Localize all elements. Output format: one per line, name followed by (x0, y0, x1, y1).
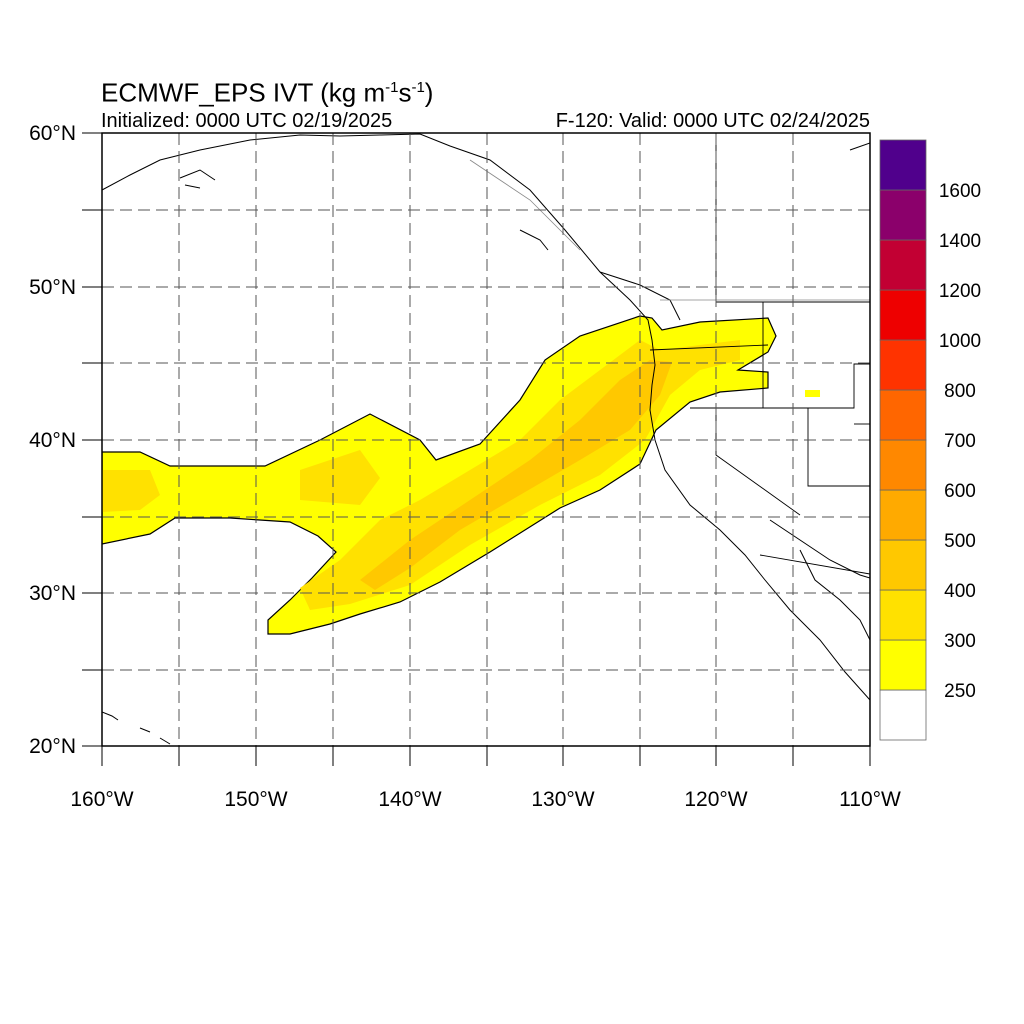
lat-label-50: 50°N (29, 276, 76, 299)
lon-label-160w: 160°W (70, 788, 133, 811)
colorbar-label: 1400 (939, 231, 981, 252)
colorbar-swatch (879, 689, 927, 741)
colorbar-swatch (879, 439, 927, 491)
colorbar-label: 700 (944, 431, 976, 452)
lat-label-60: 60°N (29, 122, 76, 145)
lon-label-150w: 150°W (224, 788, 287, 811)
lat-lon-grid (102, 133, 870, 746)
coastlines (102, 133, 870, 745)
lon-label-110w: 110°W (839, 788, 901, 811)
colorbar-label: 300 (944, 631, 976, 652)
colorbar-swatch (879, 589, 927, 641)
valid-time-label: F-120: Valid: 0000 UTC 02/24/2025 (555, 110, 870, 132)
colorbar-swatch (879, 639, 927, 691)
colorbar-label: 1600 (939, 181, 981, 202)
chart-title: ECMWF_EPS IVT (kg m-1s-1) (101, 77, 434, 108)
colorbar-swatch (879, 539, 927, 591)
colorbar-swatch (879, 189, 927, 241)
colorbar-swatch (879, 289, 927, 341)
axis-ticks (82, 132, 871, 766)
ivt-400-500-core (360, 360, 672, 590)
colorbar-label: 1000 (939, 331, 981, 352)
colorbar-swatch (879, 489, 927, 541)
lat-label-40: 40°N (29, 429, 76, 452)
colorbar-label: 400 (944, 581, 976, 602)
initialized-label: Initialized: 0000 UTC 02/19/2025 (101, 110, 393, 132)
lon-label-140w: 140°W (378, 788, 441, 811)
ivt-inland-patch (805, 390, 820, 397)
lat-label-20: 20°N (29, 735, 76, 758)
colorbar-label: 800 (944, 381, 976, 402)
colorbar-label: 500 (944, 531, 976, 552)
lon-label-130w: 130°W (531, 788, 594, 811)
colorbar-label: 1200 (939, 281, 981, 302)
lon-label-120w: 120°W (684, 788, 747, 811)
colorbar-swatch (879, 339, 927, 391)
colorbar-swatch (879, 389, 927, 441)
colorbar-swatch (879, 239, 927, 291)
colorbar-label: 600 (944, 481, 976, 502)
colorbar-label: 250 (944, 681, 976, 702)
colorbar: 250 300 400 500 600 700 800 1000 1200 1400 1600 (879, 139, 981, 741)
colorbar-swatch (879, 139, 927, 191)
provincial-borders (469, 159, 870, 301)
ivt-300-400-mid (300, 450, 380, 505)
lat-label-30: 30°N (29, 582, 76, 605)
ivt-300-400-west (102, 470, 160, 512)
